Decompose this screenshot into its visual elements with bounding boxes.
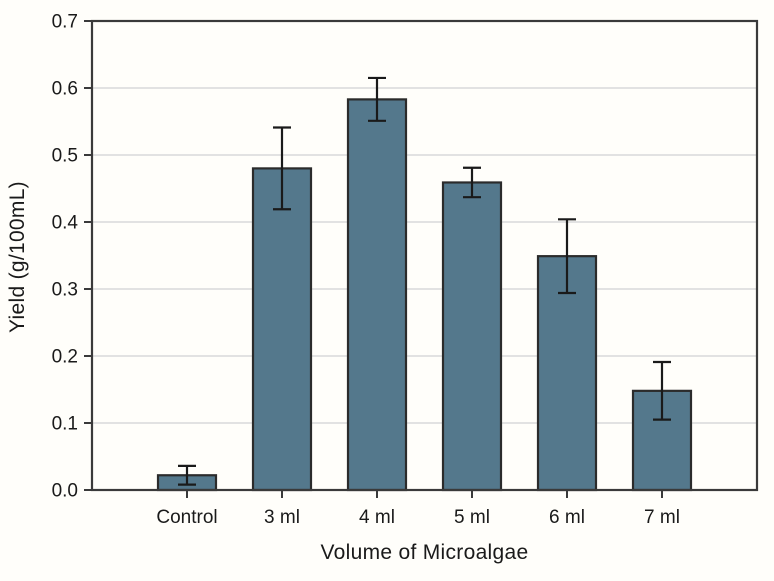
bar [346, 98, 408, 492]
x-tick-label: 3 ml [264, 507, 300, 528]
x-tick-label: 7 ml [644, 507, 680, 528]
x-tick-label: 6 ml [549, 507, 585, 528]
y-tick-label: 0.5 [52, 146, 78, 167]
y-tick-label: 0.2 [52, 347, 78, 368]
x-tick-label: 5 ml [454, 507, 490, 528]
y-tick-label: 0.0 [52, 481, 78, 502]
x-tick-label: Control [156, 507, 217, 528]
bar [441, 181, 503, 492]
y-axis-title: Yield (g/100mL) [6, 181, 29, 333]
bar [251, 167, 313, 492]
y-tick-label: 0.4 [52, 213, 79, 234]
y-tick-label: 0.6 [52, 79, 78, 100]
x-tick-label: 4 ml [359, 507, 395, 528]
x-axis-title: Volume of Microalgae [320, 541, 529, 564]
plot-border [90, 19, 759, 492]
y-tick-label: 0.7 [52, 12, 78, 33]
y-tick-label: 0.1 [52, 414, 78, 435]
y-tick-label: 0.3 [52, 280, 78, 301]
